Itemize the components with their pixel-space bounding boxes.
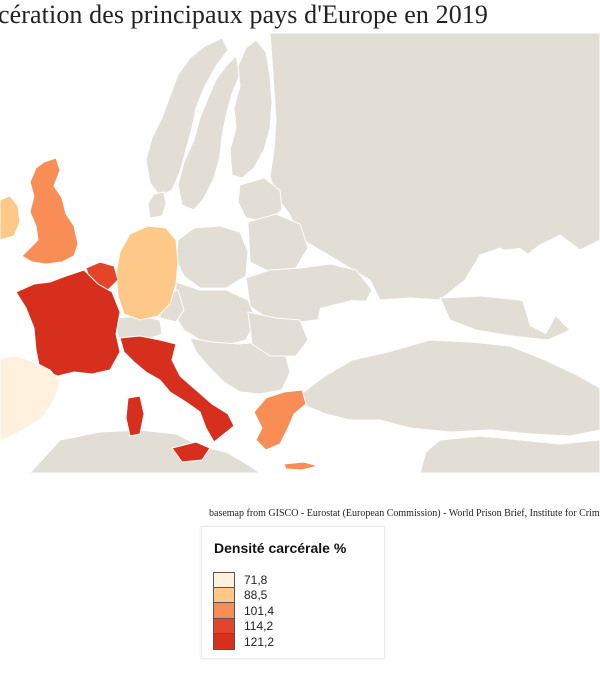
country-central-europe — [173, 281, 257, 347]
legend-label: 114,2 — [244, 619, 274, 634]
country-norway — [145, 37, 229, 197]
map-title: cération des principaux pays d'Europe en… — [0, 0, 489, 29]
legend-label: 88,5 — [244, 588, 268, 603]
legend-swatch — [213, 603, 235, 619]
country-greece — [253, 389, 307, 451]
country-france — [15, 269, 121, 377]
legend-item: 114,2 — [213, 618, 274, 634]
legend-label: 101,4 — [244, 603, 275, 618]
country-italy — [119, 335, 235, 443]
country-finland — [229, 39, 273, 179]
legend-swatch — [213, 587, 235, 603]
country-middle-east — [419, 435, 600, 473]
country-russia — [269, 33, 600, 301]
map-legend: Densité carcérale % 71,8 88,5 101,4 114,… — [201, 526, 385, 659]
legend-item: 101,4 — [213, 603, 274, 619]
black-sea — [316, 300, 420, 352]
caspian-sea — [500, 248, 556, 334]
country-romania — [247, 311, 309, 357]
country-turkey — [299, 339, 600, 437]
legend-items: 71,8 88,5 101,4 114,2 121,2 — [213, 572, 274, 650]
legend-label: 71,8 — [244, 572, 268, 587]
map-source-credit: basemap from GISCO - Eurostat (European … — [209, 508, 600, 519]
legend-swatch — [213, 618, 235, 634]
country-north-africa — [29, 429, 261, 473]
island-sardinia — [125, 395, 145, 437]
legend-item: 88,5 — [213, 587, 274, 603]
country-belarus — [247, 213, 309, 273]
legend-item: 121,2 — [213, 634, 274, 650]
legend-title: Densité carcérale % — [214, 540, 347, 556]
country-ireland — [0, 195, 21, 241]
legend-item: 71,8 — [213, 572, 274, 588]
island-sicily — [171, 441, 211, 463]
europe-map — [0, 33, 600, 473]
legend-label: 121,2 — [244, 634, 275, 649]
country-spain — [0, 355, 61, 441]
legend-swatch — [213, 634, 235, 650]
country-denmark — [147, 191, 167, 219]
island-crete — [283, 461, 320, 471]
legend-swatch — [213, 572, 235, 588]
country-uk — [21, 157, 79, 265]
country-poland — [175, 225, 249, 289]
